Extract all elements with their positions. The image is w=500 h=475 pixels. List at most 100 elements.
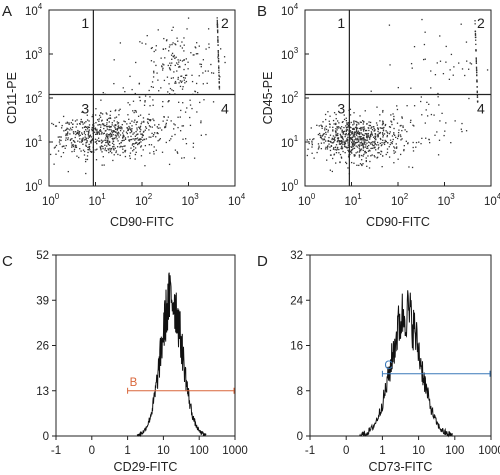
scatter-point bbox=[370, 155, 372, 157]
scatter-point bbox=[179, 80, 181, 82]
scatter-point bbox=[324, 140, 327, 142]
scatter-point bbox=[365, 129, 368, 132]
scatter-point bbox=[117, 153, 119, 156]
scatter-point bbox=[83, 126, 86, 129]
scatter-point bbox=[428, 103, 430, 105]
scatter-point bbox=[383, 133, 386, 135]
scatter-point bbox=[83, 139, 85, 141]
scatter-point bbox=[84, 136, 86, 138]
scatter-point bbox=[386, 136, 388, 138]
panel-d: -10110100100008162432CCD73-FITC bbox=[290, 250, 500, 474]
scatter-point bbox=[403, 149, 405, 152]
scatter-point bbox=[216, 30, 219, 32]
scatter-point bbox=[85, 145, 87, 147]
scatter-point bbox=[461, 130, 463, 133]
scatter-point bbox=[78, 156, 80, 159]
scatter-point bbox=[55, 153, 57, 155]
scatter-point bbox=[356, 134, 358, 136]
scatter-point bbox=[359, 133, 361, 136]
x-axis-title: CD90-FITC bbox=[366, 215, 430, 229]
scatter-point bbox=[151, 81, 154, 83]
scatter-point bbox=[150, 60, 153, 62]
x-tick-label: 1 bbox=[379, 445, 385, 457]
scatter-point bbox=[399, 134, 402, 136]
scatter-point bbox=[124, 90, 126, 93]
scatter-point bbox=[325, 128, 328, 131]
scatter-point bbox=[107, 137, 109, 139]
scatter-point bbox=[142, 149, 144, 151]
scatter-point bbox=[428, 138, 430, 141]
scatter-point bbox=[101, 123, 104, 125]
scatter-point bbox=[107, 142, 109, 145]
scatter-point bbox=[101, 119, 103, 121]
scatter-point bbox=[208, 46, 210, 49]
scatter-point bbox=[183, 79, 185, 81]
scatter-point bbox=[216, 24, 219, 26]
scatter-point bbox=[475, 60, 477, 62]
scatter-point bbox=[320, 124, 322, 126]
scatter-point bbox=[112, 137, 114, 140]
scatter-point bbox=[360, 144, 363, 146]
scatter-point bbox=[140, 123, 142, 125]
scatter-point bbox=[110, 147, 113, 150]
scatter-point bbox=[135, 141, 137, 144]
scatter-point bbox=[325, 125, 327, 127]
scatter-point bbox=[79, 148, 81, 150]
scatter-point bbox=[161, 105, 164, 108]
scatter-point bbox=[115, 136, 117, 138]
scatter-point bbox=[371, 143, 373, 145]
scatter-point bbox=[365, 136, 368, 138]
scatter-point bbox=[370, 127, 372, 129]
scatter-point bbox=[110, 134, 112, 136]
scatter-point bbox=[130, 138, 133, 141]
scatter-point bbox=[138, 142, 140, 145]
scatter-point bbox=[418, 141, 420, 143]
scatter-point bbox=[71, 126, 74, 129]
scatter-point bbox=[158, 90, 160, 92]
scatter-point bbox=[62, 145, 64, 147]
scatter-point bbox=[124, 155, 127, 158]
scatter-point bbox=[177, 66, 180, 68]
scatter-point bbox=[183, 50, 185, 52]
scatter-point bbox=[136, 129, 138, 131]
scatter-point bbox=[218, 81, 220, 83]
scatter-point bbox=[72, 140, 75, 142]
scatter-point bbox=[316, 124, 318, 126]
scatter-point bbox=[353, 143, 355, 145]
scatter-point bbox=[393, 150, 395, 152]
scatter-point bbox=[159, 127, 161, 129]
scatter-point bbox=[200, 63, 203, 66]
scatter-point bbox=[308, 141, 310, 143]
scatter-point bbox=[96, 133, 98, 135]
scatter-point bbox=[162, 63, 164, 65]
scatter-point bbox=[161, 151, 164, 153]
scatter-point bbox=[170, 54, 173, 56]
scatter-point bbox=[476, 91, 478, 94]
scatter-point bbox=[144, 100, 146, 102]
scatter-point bbox=[130, 135, 132, 138]
scatter-point bbox=[318, 125, 320, 127]
scatter-point bbox=[337, 139, 339, 142]
scatter-point bbox=[324, 148, 327, 150]
scatter-point bbox=[317, 143, 320, 145]
scatter-point bbox=[176, 37, 178, 39]
scatter-point bbox=[179, 130, 182, 132]
scatter-point bbox=[62, 115, 65, 118]
scatter-point bbox=[437, 92, 439, 95]
scatter-point bbox=[358, 151, 361, 153]
scatter-point bbox=[320, 147, 323, 150]
scatter-point bbox=[80, 121, 82, 123]
scatter-point bbox=[327, 129, 329, 131]
scatter-point bbox=[79, 141, 81, 143]
scatter-point bbox=[401, 117, 403, 119]
scatter-point bbox=[353, 144, 355, 147]
scatter-point bbox=[360, 129, 362, 131]
scatter-point bbox=[370, 135, 372, 137]
scatter-point bbox=[124, 138, 127, 140]
scatter-point bbox=[371, 154, 373, 156]
scatter-point bbox=[161, 65, 163, 67]
scatter-point bbox=[343, 118, 346, 121]
scatter-point bbox=[109, 132, 112, 135]
scatter-point bbox=[445, 122, 447, 124]
scatter-point bbox=[351, 133, 353, 135]
